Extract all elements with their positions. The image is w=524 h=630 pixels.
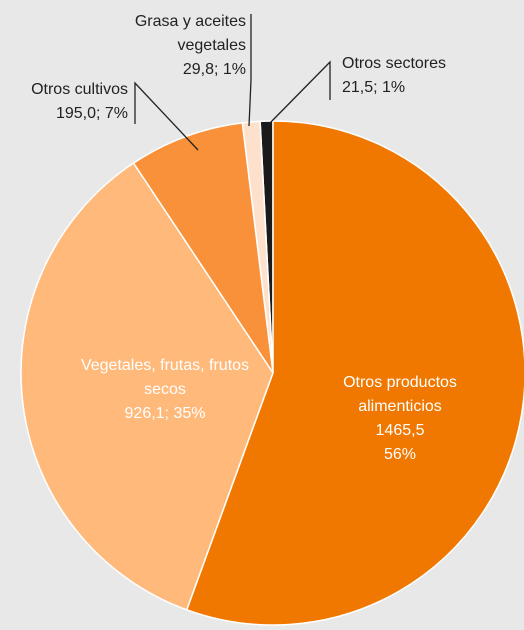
leader-lines [134, 14, 331, 151]
pie-slice [185, 120, 524, 626]
slice-label: Otros sectores 21,5; 1% [342, 52, 502, 100]
leader-line [267, 60, 331, 126]
value-label: 1465,5 56% [375, 422, 425, 463]
leader-line [134, 81, 199, 151]
pie-slice [20, 162, 274, 611]
category-label: Otros sectores [342, 55, 447, 72]
slice-label: Otros productos alimenticios 1465,5 56% [315, 371, 485, 467]
value-label: 926,1; 35% [124, 405, 206, 422]
category-label: Otros productos alimenticios [343, 374, 457, 415]
slice-label: Vegetales, frutas, frutos secos 926,1; 35… [80, 354, 250, 426]
value-label: 195,0; 7% [55, 105, 128, 122]
category-label: Otros cultivos [31, 81, 128, 98]
slice-label: Otros cultivos 195,0; 7% [0, 78, 128, 126]
value-label: 21,5; 1% [342, 79, 406, 96]
category-label: Vegetales, frutas, frutos secos [80, 357, 250, 398]
value-label: 29,8; 1% [182, 61, 246, 78]
category-label: Grasa y aceites vegetales [134, 13, 246, 54]
leader-line [248, 14, 252, 127]
slice-label: Grasa y aceites vegetales 29,8; 1% [108, 10, 246, 82]
